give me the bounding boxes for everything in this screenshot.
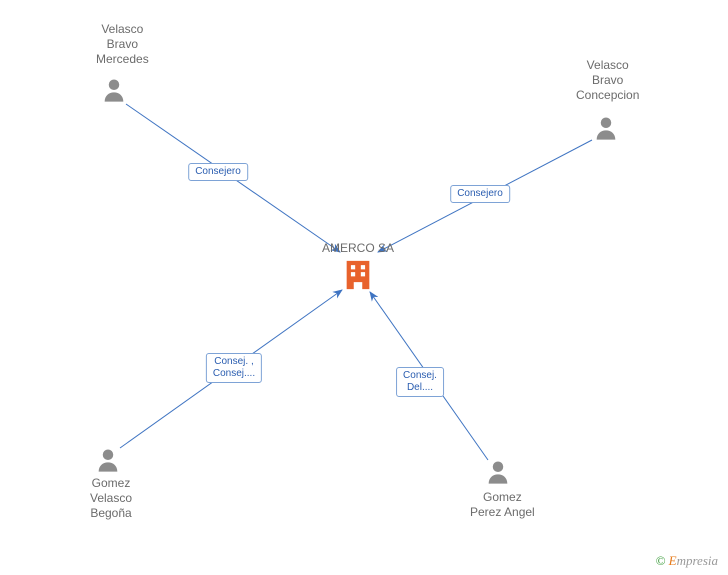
person-icon [100, 76, 128, 104]
diagram-canvas: AMERCO SA Velasco Bravo Mercedes Velasco… [0, 0, 728, 575]
edge-label: Consej. Del.... [396, 367, 444, 397]
edge-label: Consejero [188, 163, 248, 181]
brand-name: Empresia [669, 553, 718, 568]
person-label: Velasco Bravo Concepcion [576, 58, 639, 103]
attribution: ©Empresia [656, 553, 718, 569]
center-node-label: AMERCO SA [322, 241, 394, 255]
person-label: Gomez Perez Angel [470, 490, 535, 520]
person-label: Gomez Velasco Begoña [90, 476, 132, 521]
copyright-symbol: © [656, 553, 666, 568]
person-label: Velasco Bravo Mercedes [96, 22, 149, 67]
person-icon [94, 446, 122, 474]
edge-label: Consejero [450, 185, 510, 203]
person-icon [484, 458, 512, 486]
person-icon [592, 114, 620, 142]
edge-label: Consej. , Consej.... [206, 353, 262, 383]
building-icon [341, 258, 375, 292]
